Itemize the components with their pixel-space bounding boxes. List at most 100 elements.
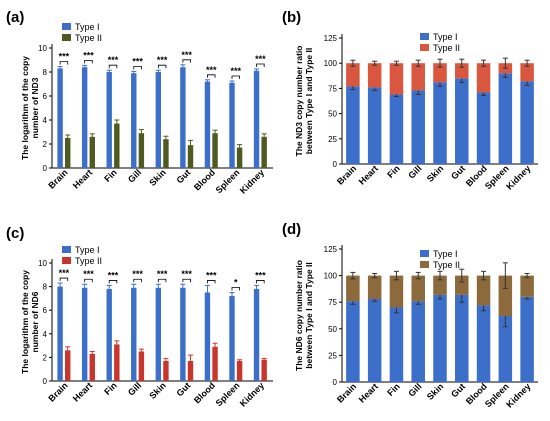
category-label: Fin [102, 167, 119, 184]
significance-bracket [182, 59, 191, 63]
y-tick-label: 4 [43, 116, 48, 125]
bar-type-ii [187, 145, 194, 168]
stacked-bar-type-ii [520, 275, 534, 297]
y-tick-label: 0 [43, 164, 48, 173]
category-label: Fin [102, 380, 119, 397]
stacked-bar-type-i [389, 307, 404, 382]
bar-type-ii [163, 360, 169, 381]
bar-type-ii [261, 136, 267, 168]
legend-swatch [420, 250, 429, 257]
bar-type-ii [212, 346, 218, 381]
y-tick-label: 25 [328, 351, 337, 360]
bar-type-i [180, 67, 186, 168]
significance-label: *** [157, 55, 168, 65]
category-label: Kidney [238, 380, 266, 408]
legend-swatch [62, 34, 71, 41]
y-axis-label: The ND6 copy number ratio [294, 260, 304, 371]
significance-bracket [133, 278, 142, 283]
stacked-bar-type-ii [367, 275, 382, 300]
category-label: Kidney [238, 167, 266, 195]
y-tick-label: 0 [43, 377, 48, 386]
category-label: Heart [357, 163, 380, 186]
bar-type-ii [65, 138, 71, 168]
bar-type-i [131, 287, 137, 381]
y-tick-label: 10 [38, 44, 47, 53]
legend-swatch [62, 23, 71, 30]
legend-entry: Type I [75, 245, 100, 255]
significance-bracket [256, 63, 265, 67]
y-tick-label: 2 [43, 353, 48, 362]
legend-swatch [420, 44, 429, 51]
significance-bracket [108, 280, 118, 284]
panel-label: (d) [282, 221, 301, 238]
y-tick-label: 50 [328, 110, 337, 119]
stacked-bar-type-i [411, 301, 425, 382]
y-tick-label: 100 [324, 272, 338, 281]
significance-label: *** [132, 56, 143, 66]
category-label: Kidney [504, 163, 532, 191]
significance-label: *** [206, 65, 217, 75]
significance-label: *** [108, 55, 119, 65]
stacked-bar-type-ii [476, 275, 491, 306]
legend-swatch [62, 257, 71, 264]
significance-bracket [182, 278, 191, 283]
significance-bracket [207, 74, 216, 78]
legend-entry: Type II [433, 260, 460, 270]
bar-type-i [131, 73, 137, 168]
bar-type-i [204, 81, 211, 168]
category-label: Skin [425, 381, 446, 402]
legend-entry: Type II [75, 33, 102, 43]
stacked-bar-type-ii [433, 275, 447, 295]
category-label: Fin [385, 381, 402, 398]
y-tick-label: 125 [324, 34, 338, 43]
y-tick-label: 2 [43, 140, 48, 149]
stacked-bar-type-i [433, 82, 447, 164]
panel-label: (b) [282, 9, 301, 26]
bar-type-i [106, 288, 112, 381]
bar-type-i [57, 68, 63, 168]
stacked-bar-type-i [455, 78, 469, 164]
significance-bracket [59, 277, 69, 282]
stacked-bar-type-i [498, 73, 513, 164]
category-label: Gill [406, 163, 423, 180]
significance-label: *** [157, 269, 168, 279]
y-tick-label: 50 [328, 325, 337, 334]
significance-bracket [84, 60, 93, 64]
category-label: Skin [425, 163, 446, 184]
category-label: Spleen [214, 167, 242, 195]
bar-type-ii [89, 353, 95, 381]
bar-type-ii [236, 360, 243, 381]
bar-type-i [81, 67, 88, 168]
category-label: Gut [449, 163, 467, 181]
legend-entry: Type II [75, 256, 102, 266]
significance-bracket [231, 75, 241, 79]
panel-d: (d) The ND6 copy number ratio between Type… [282, 221, 538, 410]
significance-bracket [231, 287, 241, 291]
bar-type-ii [261, 359, 267, 381]
stacked-bar-type-ii [346, 63, 360, 87]
y-tick-label: 75 [328, 298, 337, 307]
stacked-bar-type-ii [498, 275, 513, 317]
bar-type-ii [236, 147, 243, 168]
legend-swatch [420, 261, 429, 268]
category-label: Gill [406, 381, 423, 398]
y-tick-label: 6 [43, 306, 48, 315]
category-label: Heart [71, 167, 94, 190]
bar-type-i [155, 72, 162, 168]
y-tick-label: 4 [43, 330, 48, 339]
significance-label: *** [108, 270, 119, 280]
significance-label: *** [181, 269, 192, 279]
y-axis-label: The logarithm of the copy [20, 270, 30, 374]
stacked-bar-type-ii [455, 275, 469, 295]
category-label: Gill [126, 167, 143, 184]
y-axis-label: The ND3 copy number ratio [294, 46, 304, 157]
panel-c: (c) The logarithm of the copy number of ND… [6, 225, 273, 409]
significance-label: *** [255, 270, 266, 280]
stacked-bar-type-ii [520, 63, 534, 82]
stacked-bar-type-ii [389, 63, 404, 95]
category-label: Gut [449, 381, 467, 399]
bar-type-i [229, 296, 235, 381]
y-tick-label: 0 [333, 378, 338, 387]
significance-bracket [207, 280, 216, 284]
